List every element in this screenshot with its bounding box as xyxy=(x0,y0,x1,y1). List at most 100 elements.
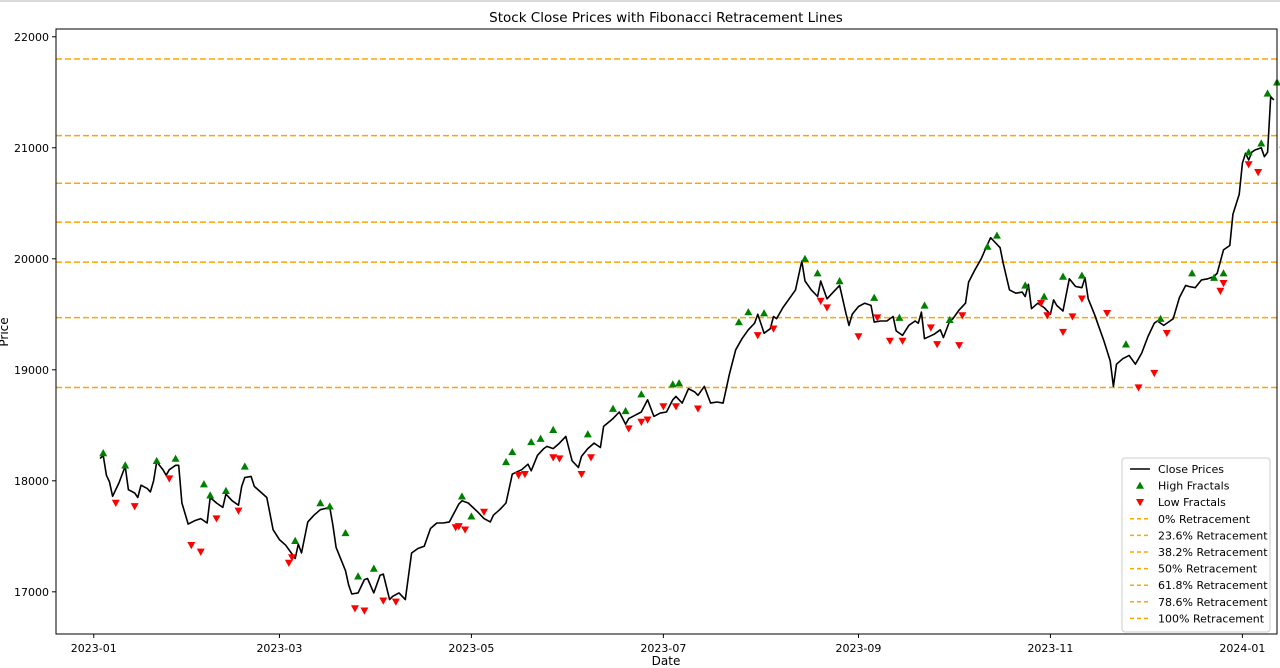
y-tick-label: 19000 xyxy=(14,364,49,377)
low-fractal-marker xyxy=(898,337,907,345)
low-fractal-marker xyxy=(854,333,863,341)
low-fractal-marker xyxy=(549,454,558,462)
low-fractal-marker xyxy=(1219,280,1228,288)
low-fractal-marker xyxy=(1077,295,1086,303)
low-fractals-group xyxy=(111,146,1280,615)
high-fractal-marker xyxy=(835,276,844,285)
y-axis-label: Price xyxy=(0,317,11,346)
high-fractal-marker xyxy=(369,564,378,572)
low-fractal-marker xyxy=(586,454,595,462)
low-fractal-marker xyxy=(955,342,964,350)
legend-label: 38.2% Retracement xyxy=(1158,546,1268,559)
high-fractal-marker xyxy=(744,308,753,316)
high-fractal-marker xyxy=(675,379,684,387)
high-fractal-marker xyxy=(99,449,108,457)
fib-lines-group xyxy=(56,58,1277,389)
high-fractal-marker xyxy=(527,437,536,446)
legend-label: 78.6% Retracement xyxy=(1158,596,1268,609)
low-fractal-marker xyxy=(1103,309,1112,318)
low-fractal-marker xyxy=(816,297,825,305)
high-fractal-marker xyxy=(171,454,180,462)
high-fractal-marker xyxy=(152,456,161,465)
high-fractal-marker xyxy=(1219,269,1228,277)
low-fractal-marker xyxy=(350,605,359,613)
low-fractal-marker xyxy=(514,472,523,480)
high-fractal-marker xyxy=(895,313,904,321)
x-tick-label: 2023-11 xyxy=(1027,642,1073,655)
y-tick-label: 18000 xyxy=(14,475,49,488)
high-fractal-marker xyxy=(668,380,677,388)
high-fractal-marker xyxy=(1263,89,1272,97)
x-tick-label: 2023-01 xyxy=(71,642,117,655)
high-fractal-marker xyxy=(1257,139,1266,147)
legend-label: 50% Retracement xyxy=(1158,563,1258,576)
low-fractal-marker xyxy=(454,523,463,531)
close-price-line xyxy=(99,95,1275,601)
low-fractal-marker xyxy=(1216,287,1225,295)
high-fractal-marker xyxy=(1244,148,1253,156)
low-fractal-marker xyxy=(196,548,205,556)
high-fractal-marker xyxy=(1059,272,1068,280)
low-fractal-marker xyxy=(1162,329,1171,338)
plot-frame xyxy=(55,28,1278,635)
y-axis-ticks: 17000 18000 19000 20000 21000 22000 xyxy=(14,31,56,599)
high-fractal-marker xyxy=(121,461,130,469)
chart-title: Stock Close Prices with Fibonacci Retrac… xyxy=(489,10,843,26)
legend-label: 0% Retracement xyxy=(1158,513,1251,526)
legend-box xyxy=(1121,457,1271,633)
low-fractal-marker xyxy=(288,554,297,562)
high-fractal-marker xyxy=(734,318,743,326)
x-tick-label: 2023-09 xyxy=(835,642,881,655)
high-fractal-marker xyxy=(800,254,809,262)
low-fractal-marker xyxy=(111,499,120,508)
high-fractal-marker xyxy=(354,572,363,580)
high-fractal-marker xyxy=(240,462,249,470)
legend-label: Close Prices xyxy=(1158,463,1224,476)
high-fractals-group xyxy=(99,78,1280,580)
low-fractal-marker xyxy=(1150,369,1159,378)
low-fractal-marker xyxy=(1068,313,1077,321)
y-tick-label: 21000 xyxy=(14,142,49,155)
high-fractal-marker xyxy=(813,269,822,277)
high-fractal-marker xyxy=(870,293,879,301)
y-tick-label: 17000 xyxy=(14,586,49,599)
high-fractal-marker xyxy=(199,480,208,488)
legend-swatch-low xyxy=(1136,499,1144,507)
legend-label: Low Fractals xyxy=(1158,496,1226,509)
high-fractal-marker xyxy=(291,536,300,544)
low-fractal-marker xyxy=(379,597,388,605)
low-fractal-marker xyxy=(187,541,196,550)
high-fractal-marker xyxy=(1077,271,1086,279)
low-fractal-marker xyxy=(284,559,293,567)
high-fractal-marker xyxy=(760,309,769,317)
low-fractal-marker xyxy=(624,425,633,433)
low-fractal-marker xyxy=(391,598,400,606)
low-fractal-marker xyxy=(643,416,652,424)
high-fractal-marker xyxy=(583,430,592,438)
close-line-group xyxy=(99,95,1275,601)
low-fractal-marker xyxy=(637,418,646,426)
high-fractal-marker xyxy=(945,315,954,324)
high-fractal-marker xyxy=(508,447,517,456)
low-fractal-marker xyxy=(1059,328,1068,337)
low-fractal-marker xyxy=(926,324,935,332)
high-fractal-marker xyxy=(992,231,1001,239)
legend-label: 23.6% Retracement xyxy=(1158,529,1268,542)
high-fractal-marker xyxy=(1156,314,1165,322)
high-fractal-marker xyxy=(316,499,325,507)
high-fractal-marker xyxy=(920,301,929,309)
high-fractal-marker xyxy=(1121,340,1130,348)
low-fractal-marker xyxy=(933,341,942,349)
low-fractal-marker xyxy=(479,508,488,516)
x-tick-label: 2023-03 xyxy=(256,642,302,655)
high-fractal-marker xyxy=(637,390,646,398)
low-fractal-marker xyxy=(234,507,243,515)
legend-label: 61.8% Retracement xyxy=(1158,579,1268,592)
low-fractal-marker xyxy=(769,325,778,333)
high-fractal-marker xyxy=(536,434,545,442)
high-fractal-marker xyxy=(609,404,618,412)
legend-label: 100% Retracement xyxy=(1158,612,1265,625)
low-fractal-marker xyxy=(360,607,369,615)
x-tick-label: 2023-05 xyxy=(448,642,494,655)
